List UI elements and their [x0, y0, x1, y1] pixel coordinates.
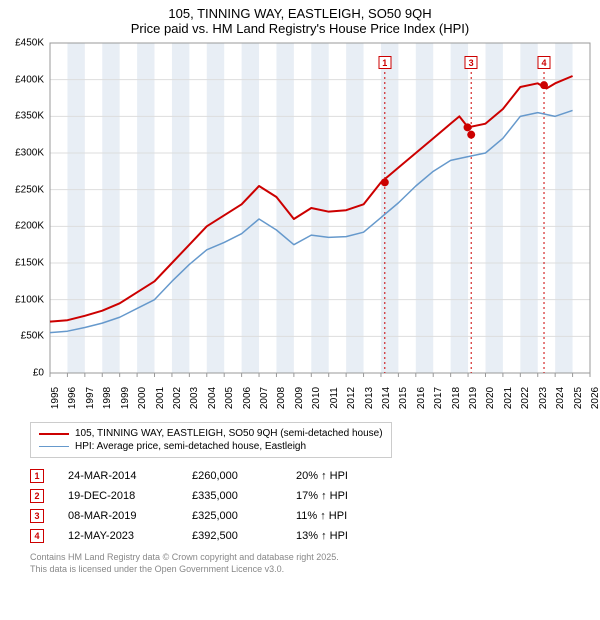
y-tick-label: £450K: [4, 38, 44, 49]
chart-svg: [0, 38, 600, 418]
title-block: 105, TINNING WAY, EASTLEIGH, SO50 9QH Pr…: [0, 0, 600, 38]
x-tick-label: 2022: [520, 387, 531, 409]
legend-box: 105, TINNING WAY, EASTLEIGH, SO50 9QH (s…: [30, 422, 392, 458]
x-tick-label: 2013: [364, 387, 375, 409]
transactions-table: 1 24-MAR-2014 £260,000 20% ↑ HPI 2 19-DE…: [30, 466, 600, 546]
x-tick-label: 2011: [329, 387, 340, 409]
x-tick-label: 2025: [573, 387, 584, 409]
y-tick-label: £250K: [4, 184, 44, 195]
y-tick-label: £100K: [4, 294, 44, 305]
title-address: 105, TINNING WAY, EASTLEIGH, SO50 9QH: [0, 6, 600, 21]
x-tick-label: 2023: [538, 387, 549, 409]
x-tick-label: 2010: [311, 387, 322, 409]
transaction-marker-icon: 4: [30, 529, 44, 543]
transaction-pct: 17% ↑ HPI: [296, 490, 376, 502]
x-tick-label: 2002: [172, 387, 183, 409]
x-tick-label: 2014: [381, 387, 392, 409]
x-tick-label: 2018: [451, 387, 462, 409]
y-tick-label: £400K: [4, 74, 44, 85]
x-tick-label: 2006: [242, 387, 253, 409]
y-tick-label: £300K: [4, 148, 44, 159]
x-tick-label: 2012: [346, 387, 357, 409]
x-tick-label: 2009: [294, 387, 305, 409]
legend-label: HPI: Average price, semi-detached house,…: [75, 441, 306, 452]
sale-marker-box: 4: [538, 56, 551, 69]
sale-marker-box: 1: [378, 56, 391, 69]
transaction-price: £392,500: [192, 530, 272, 542]
x-tick-label: 1997: [85, 387, 96, 409]
x-tick-label: 2015: [398, 387, 409, 409]
footer-attribution: Contains HM Land Registry data © Crown c…: [30, 552, 600, 575]
transaction-marker-icon: 2: [30, 489, 44, 503]
legend-swatch-icon: [39, 446, 69, 448]
footer-line: Contains HM Land Registry data © Crown c…: [30, 552, 600, 564]
x-tick-label: 2019: [468, 387, 479, 409]
x-tick-label: 1996: [67, 387, 78, 409]
x-tick-label: 2020: [485, 387, 496, 409]
legend-row: HPI: Average price, semi-detached house,…: [39, 440, 383, 453]
x-tick-label: 1998: [102, 387, 113, 409]
transaction-marker-icon: 3: [30, 509, 44, 523]
x-tick-label: 2021: [503, 387, 514, 409]
chart-area: £0 £50K £100K £150K £200K £250K £300K £350K £400…: [0, 38, 600, 418]
y-tick-label: £0: [4, 368, 44, 379]
transaction-row: 1 24-MAR-2014 £260,000 20% ↑ HPI: [30, 466, 600, 486]
transaction-date: 19-DEC-2018: [68, 490, 168, 502]
footer-line: This data is licensed under the Open Gov…: [30, 564, 600, 576]
x-tick-label: 1995: [50, 387, 61, 409]
x-tick-label: 2003: [189, 387, 200, 409]
transaction-row: 3 08-MAR-2019 £325,000 11% ↑ HPI: [30, 506, 600, 526]
legend-swatch-icon: [39, 433, 69, 435]
transaction-marker-icon: 1: [30, 469, 44, 483]
transaction-price: £325,000: [192, 510, 272, 522]
x-tick-label: 2024: [555, 387, 566, 409]
x-tick-label: 1999: [120, 387, 131, 409]
sale-marker-box: 3: [465, 56, 478, 69]
y-tick-label: £350K: [4, 111, 44, 122]
legend-label: 105, TINNING WAY, EASTLEIGH, SO50 9QH (s…: [75, 428, 383, 439]
x-tick-label: 2000: [137, 387, 148, 409]
x-tick-label: 2004: [207, 387, 218, 409]
transaction-price: £260,000: [192, 470, 272, 482]
x-tick-label: 2026: [590, 387, 600, 409]
transaction-date: 12-MAY-2023: [68, 530, 168, 542]
transaction-date: 08-MAR-2019: [68, 510, 168, 522]
transaction-pct: 20% ↑ HPI: [296, 470, 376, 482]
title-subtitle: Price paid vs. HM Land Registry's House …: [0, 21, 600, 36]
x-tick-label: 2017: [433, 387, 444, 409]
y-tick-label: £200K: [4, 221, 44, 232]
x-tick-label: 2005: [224, 387, 235, 409]
y-tick-label: £50K: [4, 331, 44, 342]
legend-row: 105, TINNING WAY, EASTLEIGH, SO50 9QH (s…: [39, 427, 383, 440]
x-tick-label: 2008: [276, 387, 287, 409]
x-tick-label: 2001: [155, 387, 166, 409]
transaction-row: 4 12-MAY-2023 £392,500 13% ↑ HPI: [30, 526, 600, 546]
transaction-row: 2 19-DEC-2018 £335,000 17% ↑ HPI: [30, 486, 600, 506]
x-tick-label: 2016: [416, 387, 427, 409]
y-tick-label: £150K: [4, 258, 44, 269]
transaction-price: £335,000: [192, 490, 272, 502]
transaction-pct: 11% ↑ HPI: [296, 510, 376, 522]
transaction-date: 24-MAR-2014: [68, 470, 168, 482]
x-tick-label: 2007: [259, 387, 270, 409]
transaction-pct: 13% ↑ HPI: [296, 530, 376, 542]
chart-container: 105, TINNING WAY, EASTLEIGH, SO50 9QH Pr…: [0, 0, 600, 620]
